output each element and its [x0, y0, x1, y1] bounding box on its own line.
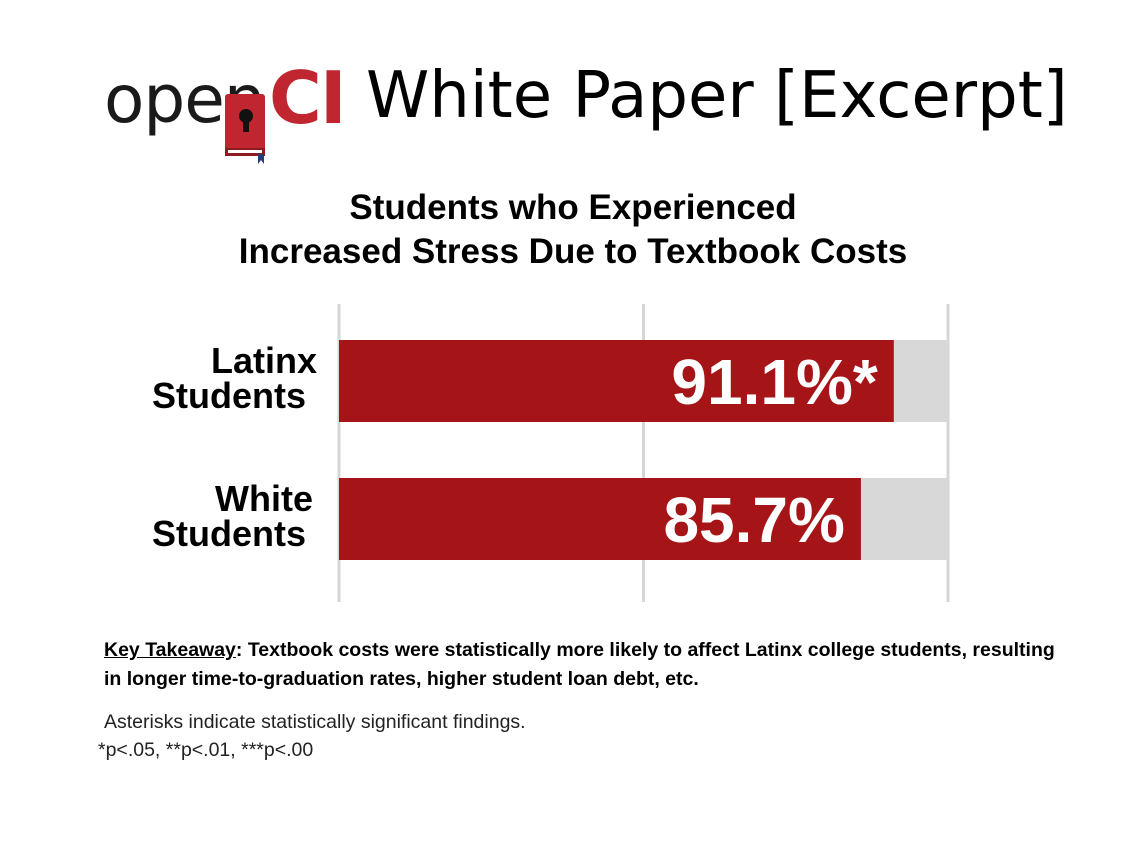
- chart-title-line-2: Increased Stress Due to Textbook Costs: [238, 232, 908, 271]
- header-title: White Paper [Excerpt]: [366, 59, 1068, 133]
- key-takeaway-text: : Textbook costs were statistically more…: [104, 639, 1055, 690]
- footnote: Asterisks indicate statistically signifi…: [98, 708, 526, 764]
- value-label-1: 85.7%: [663, 484, 844, 556]
- header: open CI White Paper [Excerpt]: [104, 40, 1068, 170]
- chart-title-line-1: Students who Experienced: [349, 188, 797, 227]
- category-label-0-line-2: Students: [152, 375, 306, 416]
- chart-title: Students who Experienced Increased Stres…: [0, 186, 1129, 274]
- bar-0: [339, 340, 894, 422]
- category-label-0-line-1: Latinx: [211, 340, 317, 381]
- footnote-line-2: *p<.05, **p<.01, ***p<.00: [98, 739, 314, 761]
- bar-1: [339, 478, 861, 560]
- logo-text-ci: CI: [269, 56, 347, 140]
- category-label-1-line-1: White: [215, 478, 313, 519]
- category-label-1-line-2: Students: [152, 513, 306, 554]
- key-takeaway-label: Key Takeaway: [104, 639, 236, 661]
- book-lock-icon: [225, 94, 265, 164]
- key-takeaway: Key Takeaway: Textbook costs were statis…: [104, 636, 1064, 694]
- value-label-0: 91.1%*: [671, 346, 877, 418]
- footnote-line-1: Asterisks indicate statistically signifi…: [104, 711, 526, 733]
